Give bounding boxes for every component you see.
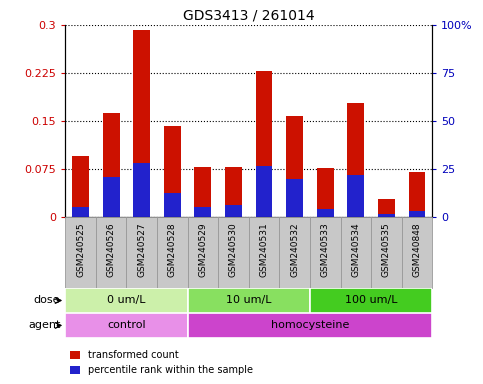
Bar: [409, 210, 426, 217]
Text: 0 um/L: 0 um/L: [107, 295, 146, 306]
Bar: [310, 288, 432, 313]
Bar: [65, 217, 96, 288]
Bar: [378, 199, 395, 217]
Text: GSM240525: GSM240525: [76, 223, 85, 277]
Text: 100 um/L: 100 um/L: [345, 295, 398, 306]
Bar: [279, 217, 310, 288]
Text: GSM240529: GSM240529: [199, 223, 207, 277]
Bar: [225, 205, 242, 217]
Bar: [65, 313, 187, 338]
Text: GSM240531: GSM240531: [259, 223, 269, 277]
Bar: [341, 217, 371, 288]
Bar: [96, 217, 127, 288]
Bar: [347, 175, 364, 217]
Bar: [371, 217, 402, 288]
Bar: [164, 193, 181, 217]
Bar: [157, 217, 187, 288]
Bar: [310, 217, 341, 288]
Bar: [317, 209, 334, 217]
Text: GSM240534: GSM240534: [351, 223, 360, 277]
Text: GSM240848: GSM240848: [412, 223, 422, 277]
Text: GSM240530: GSM240530: [229, 223, 238, 277]
Bar: [127, 217, 157, 288]
Bar: [187, 288, 310, 313]
Bar: [133, 162, 150, 217]
Bar: [187, 217, 218, 288]
Bar: [195, 167, 211, 217]
Bar: [347, 103, 364, 217]
Bar: [195, 207, 211, 217]
Bar: [249, 217, 279, 288]
Text: GSM240533: GSM240533: [321, 223, 330, 277]
Bar: [409, 172, 426, 217]
Text: GSM240535: GSM240535: [382, 223, 391, 277]
Text: homocysteine: homocysteine: [271, 320, 349, 331]
Text: control: control: [107, 320, 146, 331]
Bar: [103, 177, 119, 217]
Bar: [286, 179, 303, 217]
Text: dose: dose: [34, 295, 60, 306]
Bar: [218, 217, 249, 288]
Text: GSM240528: GSM240528: [168, 223, 177, 277]
Bar: [65, 288, 187, 313]
Text: GSM240526: GSM240526: [107, 223, 115, 277]
Bar: [225, 167, 242, 217]
Title: GDS3413 / 261014: GDS3413 / 261014: [183, 8, 314, 22]
Bar: [164, 126, 181, 217]
Bar: [286, 116, 303, 217]
Text: GSM240532: GSM240532: [290, 223, 299, 277]
Bar: [72, 156, 89, 217]
Legend: transformed count, percentile rank within the sample: transformed count, percentile rank withi…: [70, 351, 253, 375]
Bar: [103, 113, 119, 217]
Bar: [187, 313, 432, 338]
Bar: [378, 214, 395, 217]
Bar: [256, 71, 272, 217]
Text: 10 um/L: 10 um/L: [226, 295, 271, 306]
Bar: [402, 217, 432, 288]
Bar: [133, 30, 150, 217]
Text: GSM240527: GSM240527: [137, 223, 146, 277]
Text: agent: agent: [28, 320, 60, 331]
Bar: [72, 207, 89, 217]
Bar: [256, 166, 272, 217]
Bar: [317, 168, 334, 217]
